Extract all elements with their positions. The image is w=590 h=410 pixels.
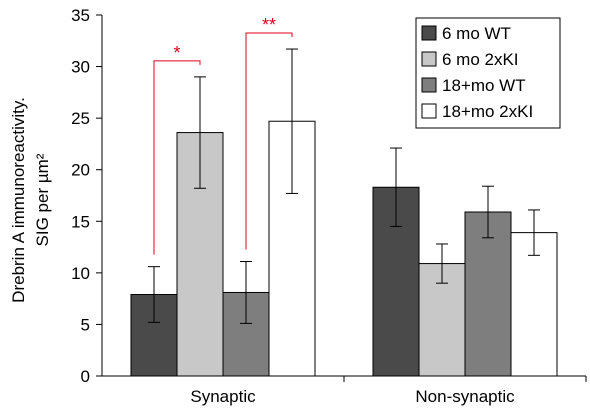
- y-axis-title-line2: SIG per µm²: [33, 153, 52, 246]
- bars: [130, 120, 558, 377]
- y-axis-title-line1: Drebrin A immunoreactivity.: [9, 97, 28, 303]
- bar-1-3: [510, 232, 558, 377]
- significance-label-1: **: [262, 15, 276, 35]
- y-tick-label-25: 25: [71, 109, 90, 128]
- y-tick-label-10: 10: [71, 264, 90, 283]
- legend-swatch-2: [421, 77, 437, 93]
- category-labels: Synaptic Non-synaptic: [190, 387, 515, 406]
- legend-label-2: 18+mo WT: [442, 76, 526, 95]
- legend-label-1: 6 mo 2xKI: [442, 50, 519, 69]
- category-label-1: Non-synaptic: [415, 387, 515, 406]
- y-tick-label-15: 15: [71, 212, 90, 231]
- y-tick-label-30: 30: [71, 58, 90, 77]
- significance-label-0: *: [173, 43, 180, 63]
- legend-label-3: 18+mo 2xKI: [442, 102, 533, 121]
- category-label-0: Synaptic: [190, 387, 256, 406]
- legend-swatch-1: [421, 51, 437, 67]
- legend-swatch-0: [421, 25, 437, 41]
- legend-swatch-3: [421, 103, 437, 119]
- error-bars: [148, 48, 540, 324]
- y-tick-label-5: 5: [81, 315, 90, 334]
- legend-box: [415, 17, 561, 129]
- y-tick-label-20: 20: [71, 161, 90, 180]
- significance-bracket-1: [245, 32, 293, 250]
- legend-label-0: 6 mo WT: [442, 24, 511, 43]
- significance-bracket-0: [153, 60, 201, 255]
- bar-1-2: [464, 211, 512, 377]
- y-axis-ticks: 0 5 10 15 20 25 30 35: [71, 6, 102, 386]
- y-tick-label-35: 35: [71, 6, 90, 25]
- significance-brackets: ***: [153, 15, 293, 255]
- legend: 6 mo WT 6 mo 2xKI 18+mo WT 18+mo 2xKI: [415, 17, 561, 129]
- y-tick-label-0: 0: [81, 367, 90, 386]
